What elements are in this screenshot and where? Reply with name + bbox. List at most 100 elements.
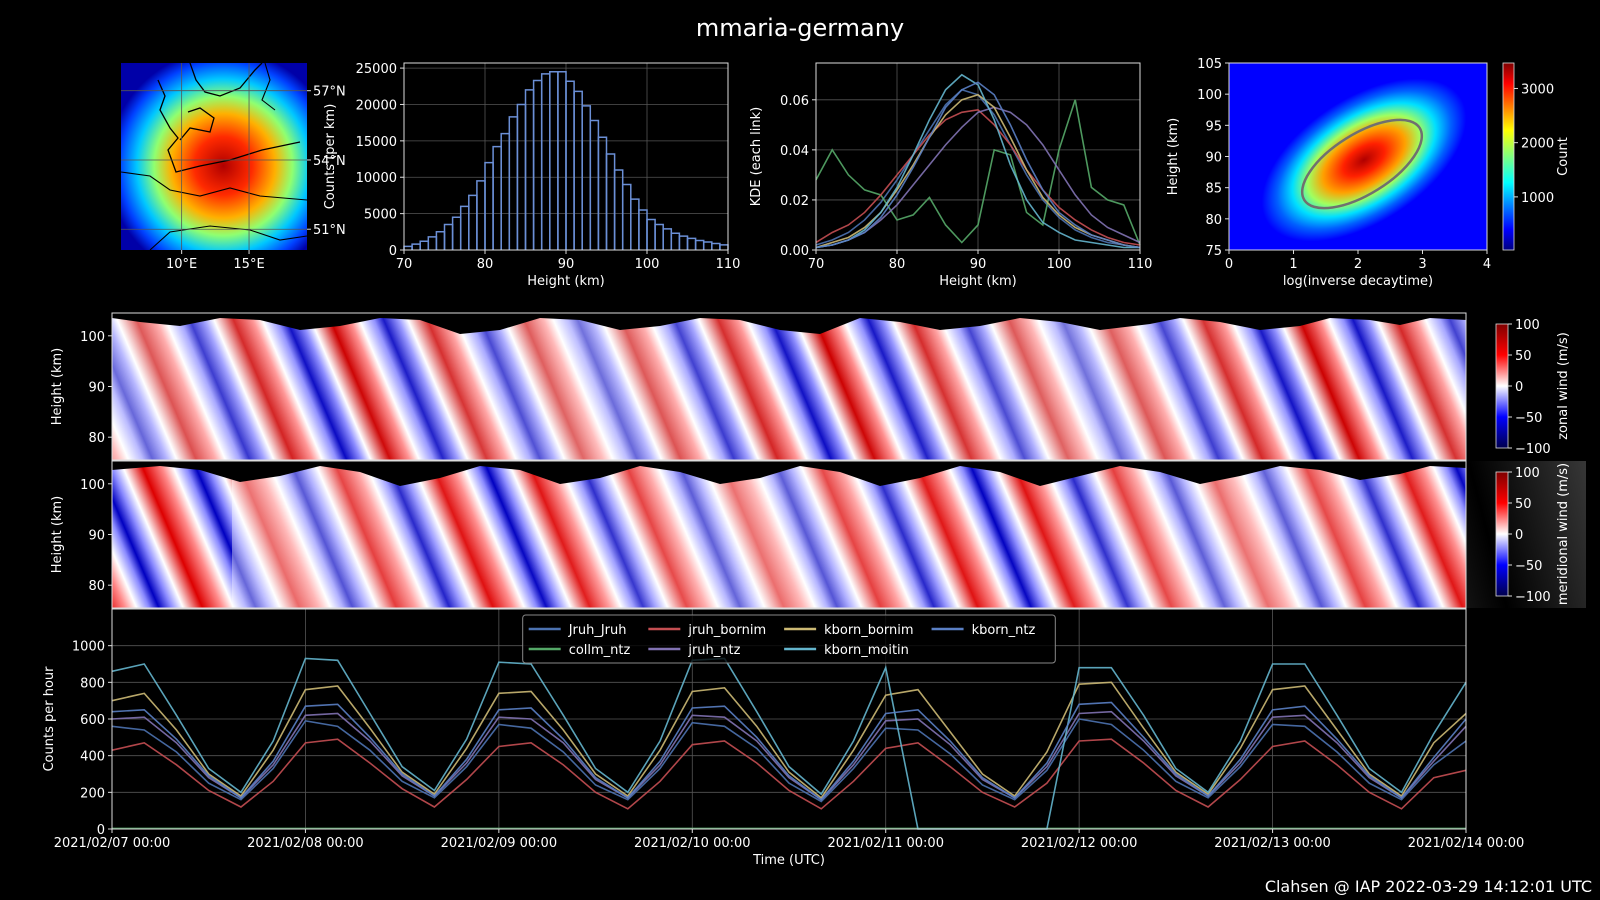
- histogram-bin: [443, 223, 454, 250]
- x-axis-label: log(inverse decaytime): [1283, 274, 1433, 289]
- y-tick-label: 80: [88, 431, 105, 446]
- y-axis-label: Height (km): [1166, 118, 1181, 195]
- y-tick-label: 400: [80, 750, 105, 765]
- axes-frame: [403, 62, 729, 251]
- x-tick-label: 110: [716, 257, 741, 272]
- series-line: [111, 701, 1467, 801]
- histogram-bin: [484, 161, 494, 250]
- y-tick-label: 100: [80, 478, 105, 493]
- histogram-bin: [435, 231, 446, 250]
- x-tick-label: 90: [970, 257, 987, 272]
- x-tick-label: 3: [1418, 257, 1426, 272]
- footer: Clahsen @ IAP 2022-03-29 14:12:01 UTC: [1265, 877, 1592, 896]
- y-tick-label: 15000: [356, 135, 397, 150]
- hist2d-image: [1229, 63, 1487, 250]
- y-tick-label: 100: [80, 330, 105, 345]
- colorbar: [1495, 471, 1509, 597]
- x-tick-label: 2021/02/10 00:00: [634, 836, 751, 851]
- meridional-wind-image: [112, 461, 1586, 608]
- y-tick-label: 0.04: [780, 144, 809, 159]
- x-tick-label: 2021/02/12 00:00: [1021, 836, 1138, 851]
- colorbar-tick-label: 100: [1515, 318, 1540, 333]
- x-tick-label: 100: [1047, 257, 1072, 272]
- y-tick-label: 80: [1205, 213, 1222, 228]
- y-tick-label: 57°N: [313, 85, 346, 100]
- axes-frame: [111, 460, 1467, 609]
- legend-label: Jruh_Jruh: [568, 623, 627, 638]
- histogram-bin: [573, 90, 583, 250]
- x-tick-label: 4: [1483, 257, 1491, 272]
- histogram-bin: [419, 240, 430, 250]
- axes-frame: [111, 608, 1467, 830]
- histogram-bin: [654, 223, 664, 250]
- y-tick-label: 0: [389, 244, 397, 259]
- x-tick-label: 2021/02/13 00:00: [1214, 836, 1331, 851]
- y-tick-label: 0.00: [780, 244, 809, 259]
- x-tick-label: 2021/02/08 00:00: [247, 836, 364, 851]
- series-line: [111, 738, 1467, 810]
- series-line: [111, 710, 1467, 801]
- series-line: [815, 73, 1140, 249]
- x-tick-label: 2021/02/11 00:00: [827, 836, 944, 851]
- legend-label: kborn_bornim: [824, 623, 913, 638]
- histogram-bin: [719, 244, 729, 250]
- series-line: [111, 718, 1467, 803]
- legend-label: jruh_bornim: [687, 623, 766, 638]
- y-tick-label: 5000: [364, 208, 397, 223]
- x-tick-label: 1: [1289, 257, 1297, 272]
- colorbar-tick-label: 2000: [1521, 137, 1554, 152]
- histogram-bin: [459, 205, 470, 250]
- colorbar-tick-label: 3000: [1521, 82, 1554, 97]
- x-tick-label: 90: [558, 257, 575, 272]
- colorbar-tick-label: 50: [1515, 349, 1532, 364]
- x-tick-label: 70: [396, 257, 413, 272]
- histogram-bin: [678, 235, 689, 250]
- histogram-bin: [702, 241, 713, 250]
- x-axis-label: Height (km): [939, 274, 1016, 289]
- y-tick-label: 80: [88, 579, 105, 594]
- colorbar-tick-label: 100: [1515, 466, 1540, 481]
- histogram-bin: [613, 169, 624, 250]
- histogram-bin: [524, 89, 535, 250]
- histogram-bin: [711, 242, 721, 250]
- y-tick-label: 51°N: [313, 223, 346, 238]
- y-axis-label: Height (km): [50, 496, 65, 573]
- histogram-bin: [621, 183, 632, 250]
- histogram-bin: [508, 116, 519, 250]
- x-tick-label: 2021/02/14 00:00: [1408, 836, 1525, 851]
- x-tick-label: 15°E: [233, 257, 264, 272]
- y-axis-label: Counts (per km): [323, 104, 338, 210]
- histogram-bin: [605, 153, 616, 250]
- histogram-bin: [686, 237, 697, 250]
- colorbar: [1502, 62, 1515, 251]
- y-tick-label: 90: [88, 381, 105, 396]
- histogram-bin: [476, 180, 486, 250]
- legend: Jruh_Jruh collm_ntz jruh_bornim jruh_ntz kbo…: [522, 614, 1056, 664]
- histogram-bin: [662, 228, 673, 250]
- histogram-bin: [646, 218, 656, 250]
- series-line: [111, 657, 1467, 830]
- histogram-bin: [630, 198, 640, 250]
- y-tick-label: 10000: [356, 171, 397, 186]
- zonal-wind-image: [112, 313, 1466, 460]
- histogram-bin: [468, 194, 478, 250]
- x-tick-label: 0: [1225, 257, 1233, 272]
- histogram-bin: [411, 243, 421, 250]
- colorbar-tick-label: 50: [1515, 497, 1532, 512]
- legend-label: jruh_ntz: [687, 643, 740, 658]
- series-line: [815, 81, 1141, 249]
- y-tick-label: 20000: [356, 98, 397, 113]
- axes-frame: [1228, 62, 1488, 251]
- y-tick-label: 85: [1205, 182, 1222, 197]
- colorbar-tick-label: −100: [1515, 442, 1551, 457]
- histogram-bin: [549, 70, 559, 250]
- histogram-bin: [597, 136, 608, 250]
- y-axis-label: KDE (each link): [749, 107, 764, 207]
- colorbar-label: meridional wind (m/s): [1556, 463, 1571, 605]
- series-line: [111, 681, 1467, 799]
- histogram-bin: [403, 245, 413, 250]
- axes-frame: [111, 312, 1467, 461]
- y-tick-label: 600: [80, 713, 105, 728]
- colorbar: [1495, 323, 1509, 449]
- y-tick-label: 90: [1205, 151, 1222, 166]
